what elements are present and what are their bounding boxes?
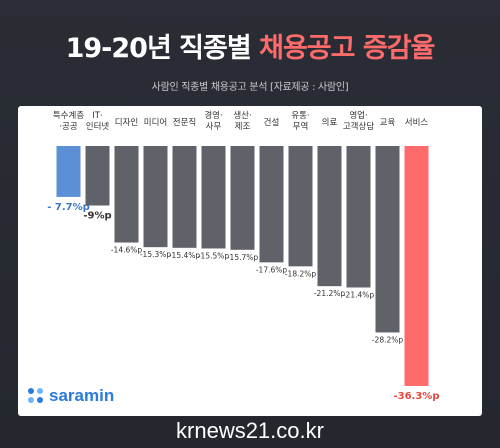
bar-12 [404,146,429,386]
category-label-0-0: 특수계층 [53,110,84,121]
bar-1 [85,146,110,206]
chart-card: 특수계층 ·공공 - 7.7%p IT· 인터넷 -9%p 디자인 -14.6%p 미디어 -15… [18,106,482,416]
category-label-3-0: 미디어 [144,117,167,128]
bar-0 [56,146,81,197]
category-label-5-1: 사무 [206,122,222,132]
saramin-logo: saramin [28,386,114,406]
category-label-8-0: 유통· [291,111,309,121]
bar-3 [143,146,168,248]
bar-7 [259,146,284,263]
value-label-6: -15.7%p [227,253,259,262]
bar-10 [346,146,371,288]
category-label-5-0: 경영· [204,110,222,121]
value-label-2: -14.6%p [111,246,143,255]
value-label-5: -15.5%p [198,251,230,260]
value-label-1: -9%p [83,211,111,222]
category-label-12-0: 서비스 [405,118,429,128]
category-label-11-0: 교육 [380,118,396,128]
title-accent: 채용공고 증감율 [259,33,435,64]
category-label-0-1: ·공공 [59,122,78,132]
value-label-7: -17.6%p [256,265,288,274]
category-label-1-0: IT· [92,111,102,121]
category-label-4-0: 전문직 [173,117,196,128]
bar-8 [288,146,313,267]
value-label-11: -28.2%p [372,335,404,344]
value-label-10: -21.4%p [343,290,375,299]
category-label-1-1: 인터넷 [86,121,110,132]
value-label-12: -36.3%p [393,391,439,402]
category-label-7-0: 건설 [264,117,280,128]
category-label-9-0: 의료 [322,117,338,128]
category-label-10-0: 영업· [349,110,367,121]
bar-4 [172,146,197,248]
page-title: 19-20년 직종별 채용공고 증감율 [0,26,500,65]
bar-6 [230,146,255,250]
bar-chart: 특수계층·공공 - 7.7%p IT·인터넷 -9%p 디자인 -14.6%p 미디어 -15… [47,110,439,402]
value-label-3: -15.3%p [140,250,172,259]
saramin-logo-text: saramin [49,386,115,405]
site-watermark: krnews21.co.kr [176,418,324,443]
value-label-9: -21.2%p [314,289,346,298]
title-main: 19-20년 직종별 [65,33,260,64]
category-label-2-0: 디자인 [115,117,138,128]
category-label-6-1: 제조 [235,122,251,132]
bar-11 [375,146,400,333]
bar-9 [317,146,342,287]
saramin-logo-icon [28,388,44,404]
bar-2 [114,146,139,243]
category-label-8-1: 무역 [293,121,309,132]
subtitle: 사람인 직종별 채용공고 분석 [자료제공 : 사람인] [151,82,349,93]
category-label-10-1: 고객상담 [343,121,374,132]
value-label-8: -18.2%p [285,269,317,278]
bar-5 [201,146,226,249]
category-label-6-0: 생산· [233,110,251,121]
value-label-0: - 7.7%p [47,202,90,213]
value-label-4: -15.4%p [169,251,201,260]
